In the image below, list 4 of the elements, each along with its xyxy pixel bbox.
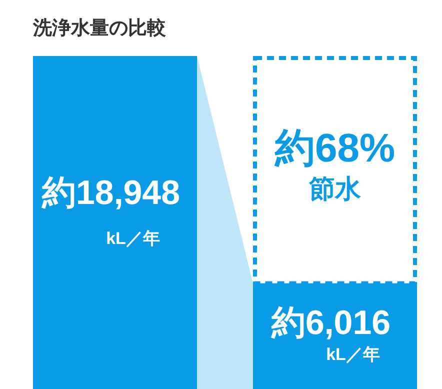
data-label: 約6,016 kL／年: [270, 304, 391, 364]
data-label: 約18,948 kL／年: [41, 174, 180, 248]
annotation: 約68% 節水: [274, 126, 396, 204]
chart-title: 洗浄水量の比較: [32, 17, 167, 39]
